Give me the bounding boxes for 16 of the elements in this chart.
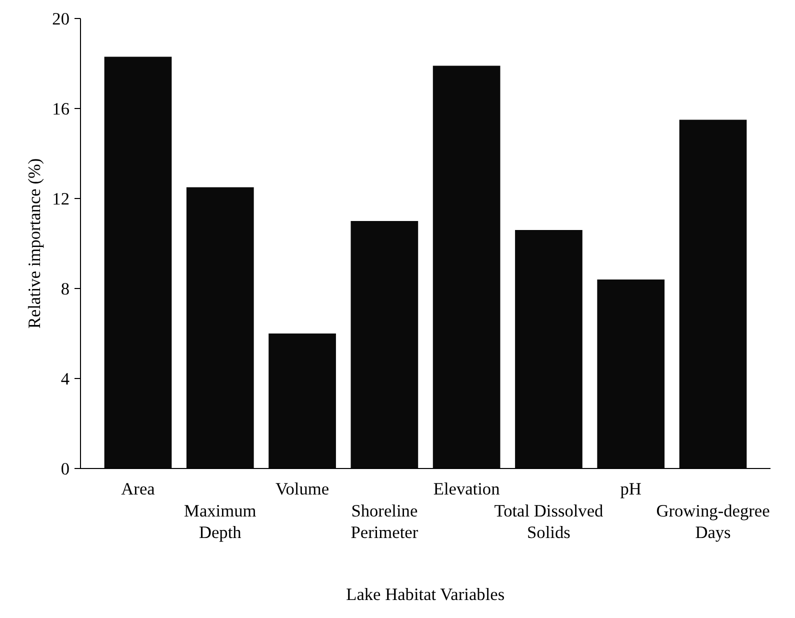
x-axis-title: Lake Habitat Variables: [346, 585, 505, 604]
y-tick-label: 4: [60, 370, 70, 388]
y-tick-label: 8: [60, 280, 70, 298]
x-tick-label: Shoreline Perimeter: [350, 501, 418, 542]
x-tick-label: Total Dissolved Solids: [494, 501, 604, 542]
x-tick-label: Growing-degree Days: [656, 501, 770, 542]
y-tick-label: 20: [52, 10, 70, 28]
x-tick-label: Maximum Depth: [184, 501, 257, 542]
x-tick-label: Area: [121, 480, 156, 498]
y-tick-label: 0: [60, 460, 70, 478]
y-axis-title: Relative importance (%): [25, 158, 44, 329]
y-tick-label: 16: [52, 100, 70, 118]
x-tick-label: Volume: [275, 480, 330, 498]
y-tick-label: 12: [52, 190, 70, 208]
x-tick-label: pH: [620, 480, 642, 498]
x-tick-label: Elevation: [433, 480, 500, 498]
